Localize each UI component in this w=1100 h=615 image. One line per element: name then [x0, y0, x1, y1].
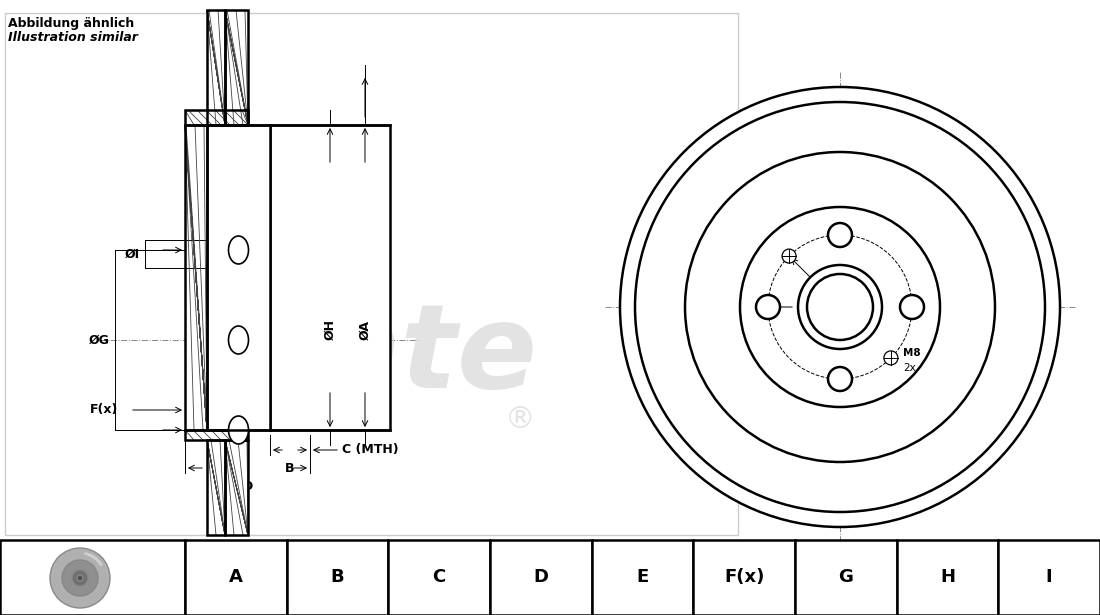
Bar: [270, 125, 390, 430]
Bar: [226, 10, 248, 125]
Bar: [207, 10, 226, 125]
Bar: [207, 125, 270, 430]
Circle shape: [72, 570, 88, 586]
Bar: [592, 540, 693, 615]
Bar: [999, 540, 1100, 615]
Text: H: H: [940, 568, 955, 587]
Text: 2x: 2x: [903, 363, 915, 373]
Circle shape: [900, 295, 924, 319]
Bar: [693, 540, 795, 615]
Text: D: D: [534, 568, 548, 587]
Circle shape: [884, 351, 898, 365]
Bar: [896, 540, 999, 615]
Bar: [185, 125, 207, 430]
Bar: [185, 125, 207, 430]
Text: C: C: [432, 568, 446, 587]
Text: ØA: ØA: [359, 320, 372, 340]
Bar: [226, 10, 248, 125]
Ellipse shape: [229, 416, 249, 444]
Text: Illustration similar: Illustration similar: [8, 31, 137, 44]
Circle shape: [77, 575, 82, 581]
Text: ate: ate: [322, 298, 538, 413]
Bar: [287, 540, 388, 615]
Bar: [226, 440, 248, 535]
Circle shape: [740, 207, 940, 407]
Bar: [0, 540, 185, 615]
Text: M8: M8: [903, 348, 921, 358]
Text: E: E: [637, 568, 649, 587]
Bar: [185, 430, 248, 440]
Circle shape: [807, 274, 873, 340]
Text: G: G: [838, 568, 854, 587]
Bar: [388, 540, 490, 615]
Bar: [795, 540, 896, 615]
Text: ØH: ØH: [323, 320, 337, 341]
Text: ØI: ØI: [125, 247, 140, 261]
Bar: [6, 13, 738, 535]
Bar: [207, 440, 226, 535]
Circle shape: [635, 102, 1045, 512]
Text: ØG: ØG: [89, 333, 110, 346]
Text: ØE: ØE: [801, 287, 820, 301]
Circle shape: [620, 87, 1060, 527]
Circle shape: [828, 223, 852, 247]
Bar: [207, 440, 226, 535]
Circle shape: [756, 295, 780, 319]
Text: I: I: [1046, 568, 1053, 587]
Bar: [185, 540, 287, 615]
Bar: [185, 110, 248, 125]
Text: Abbildung ähnlich: Abbildung ähnlich: [8, 17, 134, 30]
Text: D: D: [242, 480, 253, 493]
Circle shape: [50, 548, 110, 608]
Ellipse shape: [229, 236, 249, 264]
Bar: [185, 430, 248, 440]
Bar: [226, 440, 248, 535]
Circle shape: [782, 249, 796, 263]
Text: A: A: [229, 568, 243, 587]
Circle shape: [62, 560, 98, 596]
Ellipse shape: [229, 326, 249, 354]
Text: C (MTH): C (MTH): [342, 443, 398, 456]
Circle shape: [798, 265, 882, 349]
Text: F(x): F(x): [90, 403, 119, 416]
Bar: [207, 10, 226, 125]
Text: ®: ®: [505, 405, 536, 435]
Circle shape: [685, 152, 996, 462]
Circle shape: [828, 367, 852, 391]
Bar: [490, 540, 592, 615]
Bar: [185, 110, 248, 125]
Text: B: B: [331, 568, 344, 587]
Text: F(x): F(x): [724, 568, 764, 587]
Text: B: B: [285, 462, 295, 475]
